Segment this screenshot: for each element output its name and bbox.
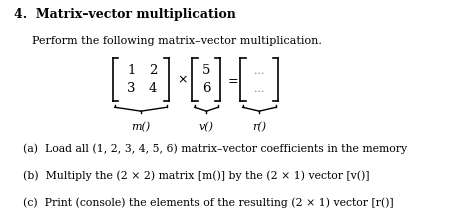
Text: v(): v(): [199, 122, 214, 133]
Text: Perform the following matrix–vector multiplication.: Perform the following matrix–vector mult…: [32, 36, 322, 46]
Text: 5: 5: [202, 64, 210, 77]
Text: m(): m(): [131, 122, 151, 133]
Text: 1: 1: [127, 64, 136, 77]
Text: 4: 4: [149, 82, 157, 95]
Text: ...: ...: [254, 66, 264, 76]
Text: $=$: $=$: [225, 73, 238, 87]
Text: (c)  Print (console) the elements of the resulting (2 × 1) vector [r()]: (c) Print (console) the elements of the …: [23, 197, 394, 208]
Text: 3: 3: [127, 82, 136, 95]
Text: (a)  Load all (1, 2, 3, 4, 5, 6) matrix–vector coefficients in the memory: (a) Load all (1, 2, 3, 4, 5, 6) matrix–v…: [23, 143, 407, 154]
Text: r(): r(): [252, 122, 266, 133]
Text: 4.  Matrix–vector multiplication: 4. Matrix–vector multiplication: [15, 8, 237, 21]
Text: 6: 6: [202, 82, 210, 95]
Text: $\times$: $\times$: [177, 73, 188, 87]
Text: 2: 2: [149, 64, 157, 77]
Text: (b)  Multiply the (2 × 2) matrix [m()] by the (2 × 1) vector [v()]: (b) Multiply the (2 × 2) matrix [m()] by…: [23, 170, 370, 181]
Text: ...: ...: [254, 84, 264, 94]
